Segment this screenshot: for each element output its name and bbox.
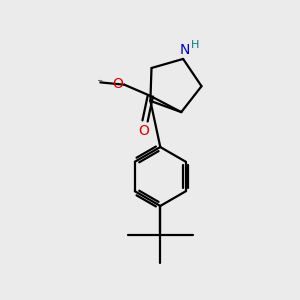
Text: O: O bbox=[112, 76, 123, 91]
Text: methyl: methyl bbox=[99, 80, 104, 81]
Text: N: N bbox=[179, 43, 190, 57]
Text: H: H bbox=[191, 40, 200, 50]
Text: O: O bbox=[138, 124, 149, 139]
Text: methyl: methyl bbox=[98, 80, 103, 81]
